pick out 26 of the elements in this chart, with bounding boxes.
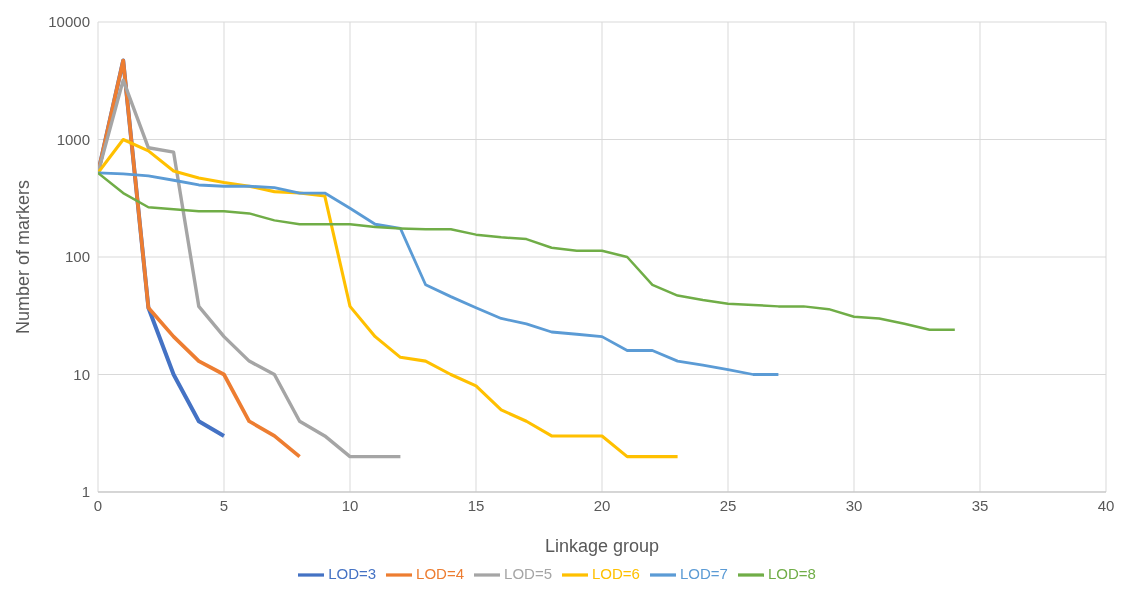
x-tick-label: 20 [593,496,611,514]
line-series [98,171,780,376]
legend-label: LOD=8 [767,564,816,582]
x-tick-label: 10 [341,496,359,514]
line-series [98,171,957,332]
x-tick-label: 25 [719,496,737,514]
y-tick-label: 10000 [48,13,90,31]
legend-label: LOD=7 [679,564,728,582]
x-tick-label: 0 [93,496,103,514]
y-axis-title: Number of markers [13,179,34,335]
x-tick-label: 40 [1097,496,1115,514]
legend-label: LOD=3 [328,564,377,582]
line-series [98,78,403,459]
x-tick-label: 5 [219,496,229,514]
y-tick-label: 100 [64,248,90,266]
y-tick-label: 1000 [56,130,90,148]
legend-label: LOD=5 [504,564,552,582]
line-series [98,137,680,459]
legend-label: LOD=6 [592,564,640,582]
legend-label: LOD=4 [416,564,465,582]
x-tick-label: 30 [845,496,863,514]
x-tick-label: 15 [467,496,485,514]
y-tick-label: 10 [73,365,90,383]
x-axis-title: Linkage group [544,536,660,556]
y-tick-label: 1 [81,483,90,501]
x-tick-label: 35 [971,496,989,514]
